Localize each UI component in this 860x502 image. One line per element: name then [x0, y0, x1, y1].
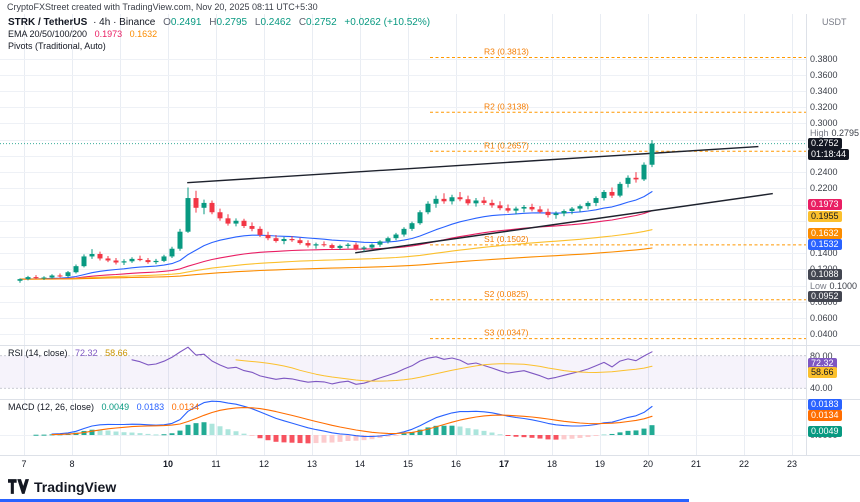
vertical-gridlines	[24, 14, 793, 455]
change-value: +0.0262 (+10.52%)	[344, 17, 431, 28]
candlestick-series	[17, 140, 655, 283]
macd-legend: MACD (12, 26, close) 0.0049 0.0183 0.013…	[8, 402, 199, 412]
ema-study-title[interactable]: EMA 20/50/100/200	[8, 29, 88, 39]
macd-signal-value: 0.0134	[171, 402, 200, 412]
open-value: 0.2491	[170, 17, 202, 28]
low-label: L	[254, 17, 261, 28]
pivot-lines: R3 (0.3813) R2 (0.3138) R1 (0.2657) S1 (0.1…	[430, 47, 806, 340]
rsi-legend: RSI (14, close) 72.32 58.66	[8, 348, 128, 358]
horizontal-gridlines	[0, 59, 806, 335]
svg-text:R3 (0.3813): R3 (0.3813)	[484, 47, 529, 57]
ema-lines	[19, 191, 653, 280]
pivots-legend-row: Pivots (Traditional, Auto)	[8, 41, 430, 52]
close-value: 0.2752	[306, 17, 337, 28]
pane-separators	[0, 14, 860, 456]
chart-legend: STRK / TetherUS · 4h · Binance O0.2491 H…	[8, 17, 430, 53]
rsi-band	[0, 355, 806, 389]
high-label: H	[209, 17, 217, 28]
pivots-study-title[interactable]: Pivots (Traditional, Auto)	[8, 41, 106, 51]
chart-canvas[interactable]: R3 (0.3813) R2 (0.3138) R1 (0.2657) S1 (0.1…	[0, 14, 860, 474]
symbol-subtitle: · 4h · Binance	[93, 17, 156, 28]
attribution-bar: CryptoFXStreet created with TradingView.…	[0, 0, 860, 14]
rsi-study-title[interactable]: RSI (14, close)	[8, 348, 68, 358]
bottom-accent-bar	[0, 499, 689, 502]
tradingview-logo[interactable]: TradingView	[8, 479, 116, 495]
svg-text:R1 (0.2657): R1 (0.2657)	[484, 140, 529, 150]
rsi-plot	[131, 346, 653, 385]
tradingview-logo-icon	[8, 479, 29, 494]
time-scale[interactable]	[0, 455, 806, 474]
svg-text:R2 (0.3138): R2 (0.3138)	[484, 101, 529, 111]
macd-hist-value: 0.0049	[101, 402, 130, 412]
svg-text:S2 (0.0825): S2 (0.0825)	[484, 289, 529, 299]
open-label: O	[163, 17, 171, 28]
ema-value-2: 0.1632	[129, 29, 158, 39]
svg-text:S3 (0.0347): S3 (0.0347)	[484, 328, 529, 338]
rsi-value: 72.32	[75, 348, 98, 358]
ema-value-1: 0.1973	[94, 29, 123, 39]
currency-label: USDT	[822, 17, 847, 27]
ema-legend-row: EMA 20/50/100/200 0.1973 0.1632	[8, 29, 430, 40]
macd-line-value: 0.0183	[136, 402, 165, 412]
tradingview-logo-text: TradingView	[34, 478, 117, 495]
trendlines	[187, 145, 773, 254]
macd-study-title[interactable]: MACD (12, 26, close)	[8, 402, 95, 412]
close-label: C	[298, 17, 307, 28]
symbol-legend-row: STRK / TetherUS · 4h · Binance O0.2491 H…	[8, 17, 430, 28]
low-value: 0.2462	[260, 17, 292, 28]
rsi-ma-value: 58.66	[105, 348, 128, 358]
macd-lines	[51, 400, 653, 438]
high-value: 0.2795	[216, 17, 248, 28]
footer-bar: TradingView	[0, 474, 860, 499]
svg-text:S1 (0.1502): S1 (0.1502)	[484, 234, 529, 244]
price-scale[interactable]	[806, 14, 860, 455]
attribution-text: CryptoFXStreet created with TradingView.…	[7, 2, 318, 12]
symbol-title[interactable]: STRK / TetherUS	[8, 17, 88, 28]
